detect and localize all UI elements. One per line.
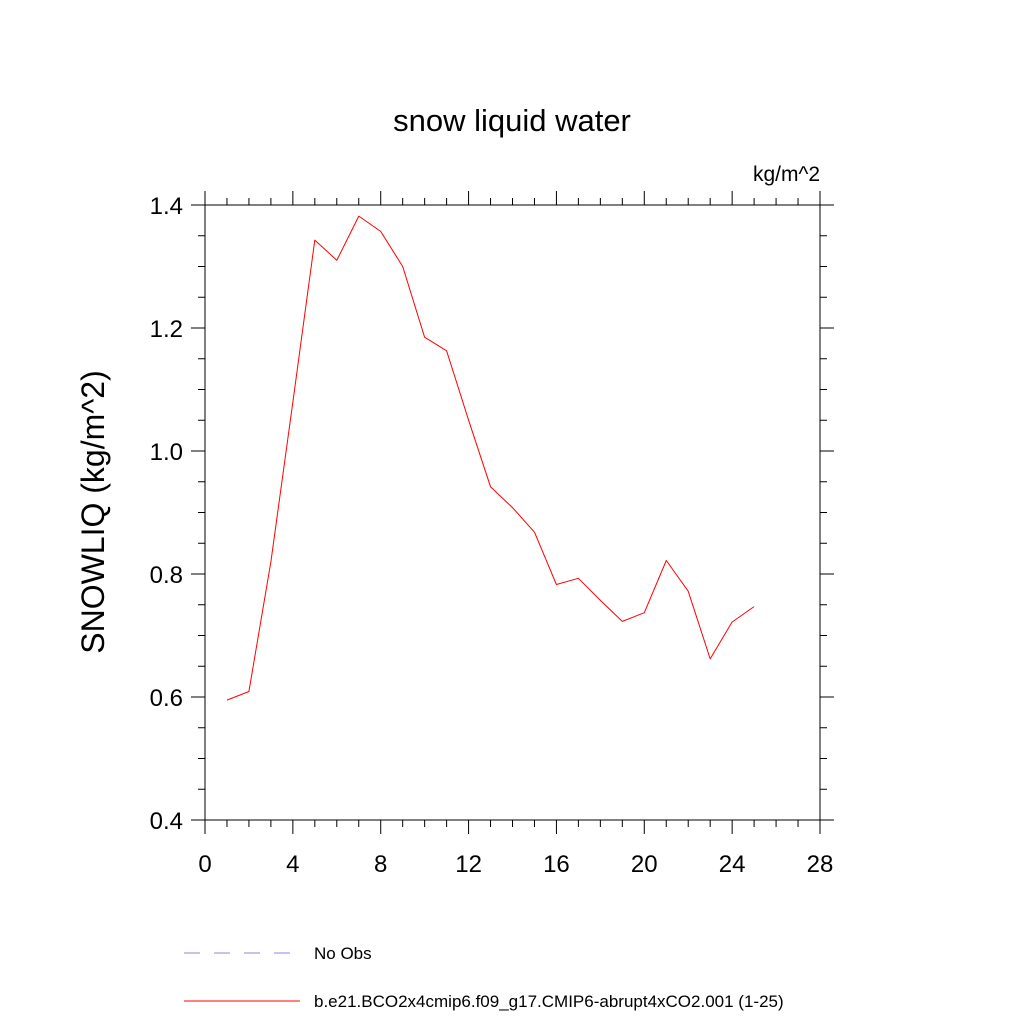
plot-frame — [204, 204, 821, 821]
legend-label: No Obs — [314, 944, 372, 963]
series-lines — [226, 215, 755, 701]
axes: 0 4 8 12 16 20 24 28 0.4 0.6 0.8 1.0 1.2 1.4 — [150, 191, 834, 878]
x-tick-label: 0 — [198, 851, 211, 878]
y-tick-label: 0.8 — [150, 562, 183, 589]
x-tick-label: 24 — [719, 851, 746, 878]
units-label: kg/m^2 — [753, 163, 820, 186]
x-tick-label: 20 — [631, 851, 658, 878]
y-tick-label: 1.4 — [150, 193, 183, 220]
y-tick-label: 0.4 — [150, 808, 183, 835]
x-tick-label: 8 — [374, 851, 387, 878]
legend-label: b.e21.BCO2x4cmip6.f09_g17.CMIP6-abrupt4x… — [314, 992, 784, 1011]
y-axis-label: SNOWLIQ (kg/m^2) — [75, 370, 111, 653]
y-tick-label: 1.2 — [150, 316, 183, 343]
x-tick-label: 12 — [455, 851, 482, 878]
x-tick-label: 4 — [286, 851, 299, 878]
y-tick-label: 0.6 — [150, 685, 183, 712]
legend: No Obs b.e21.BCO2x4cmip6.f09_g17.CMIP6-ab… — [184, 944, 784, 1011]
x-tick-label: 28 — [807, 851, 834, 878]
x-tick-label: 16 — [543, 851, 570, 878]
chart-title: snow liquid water — [393, 103, 631, 138]
y-tick-label: 1.0 — [150, 439, 183, 466]
series-line — [226, 215, 755, 701]
